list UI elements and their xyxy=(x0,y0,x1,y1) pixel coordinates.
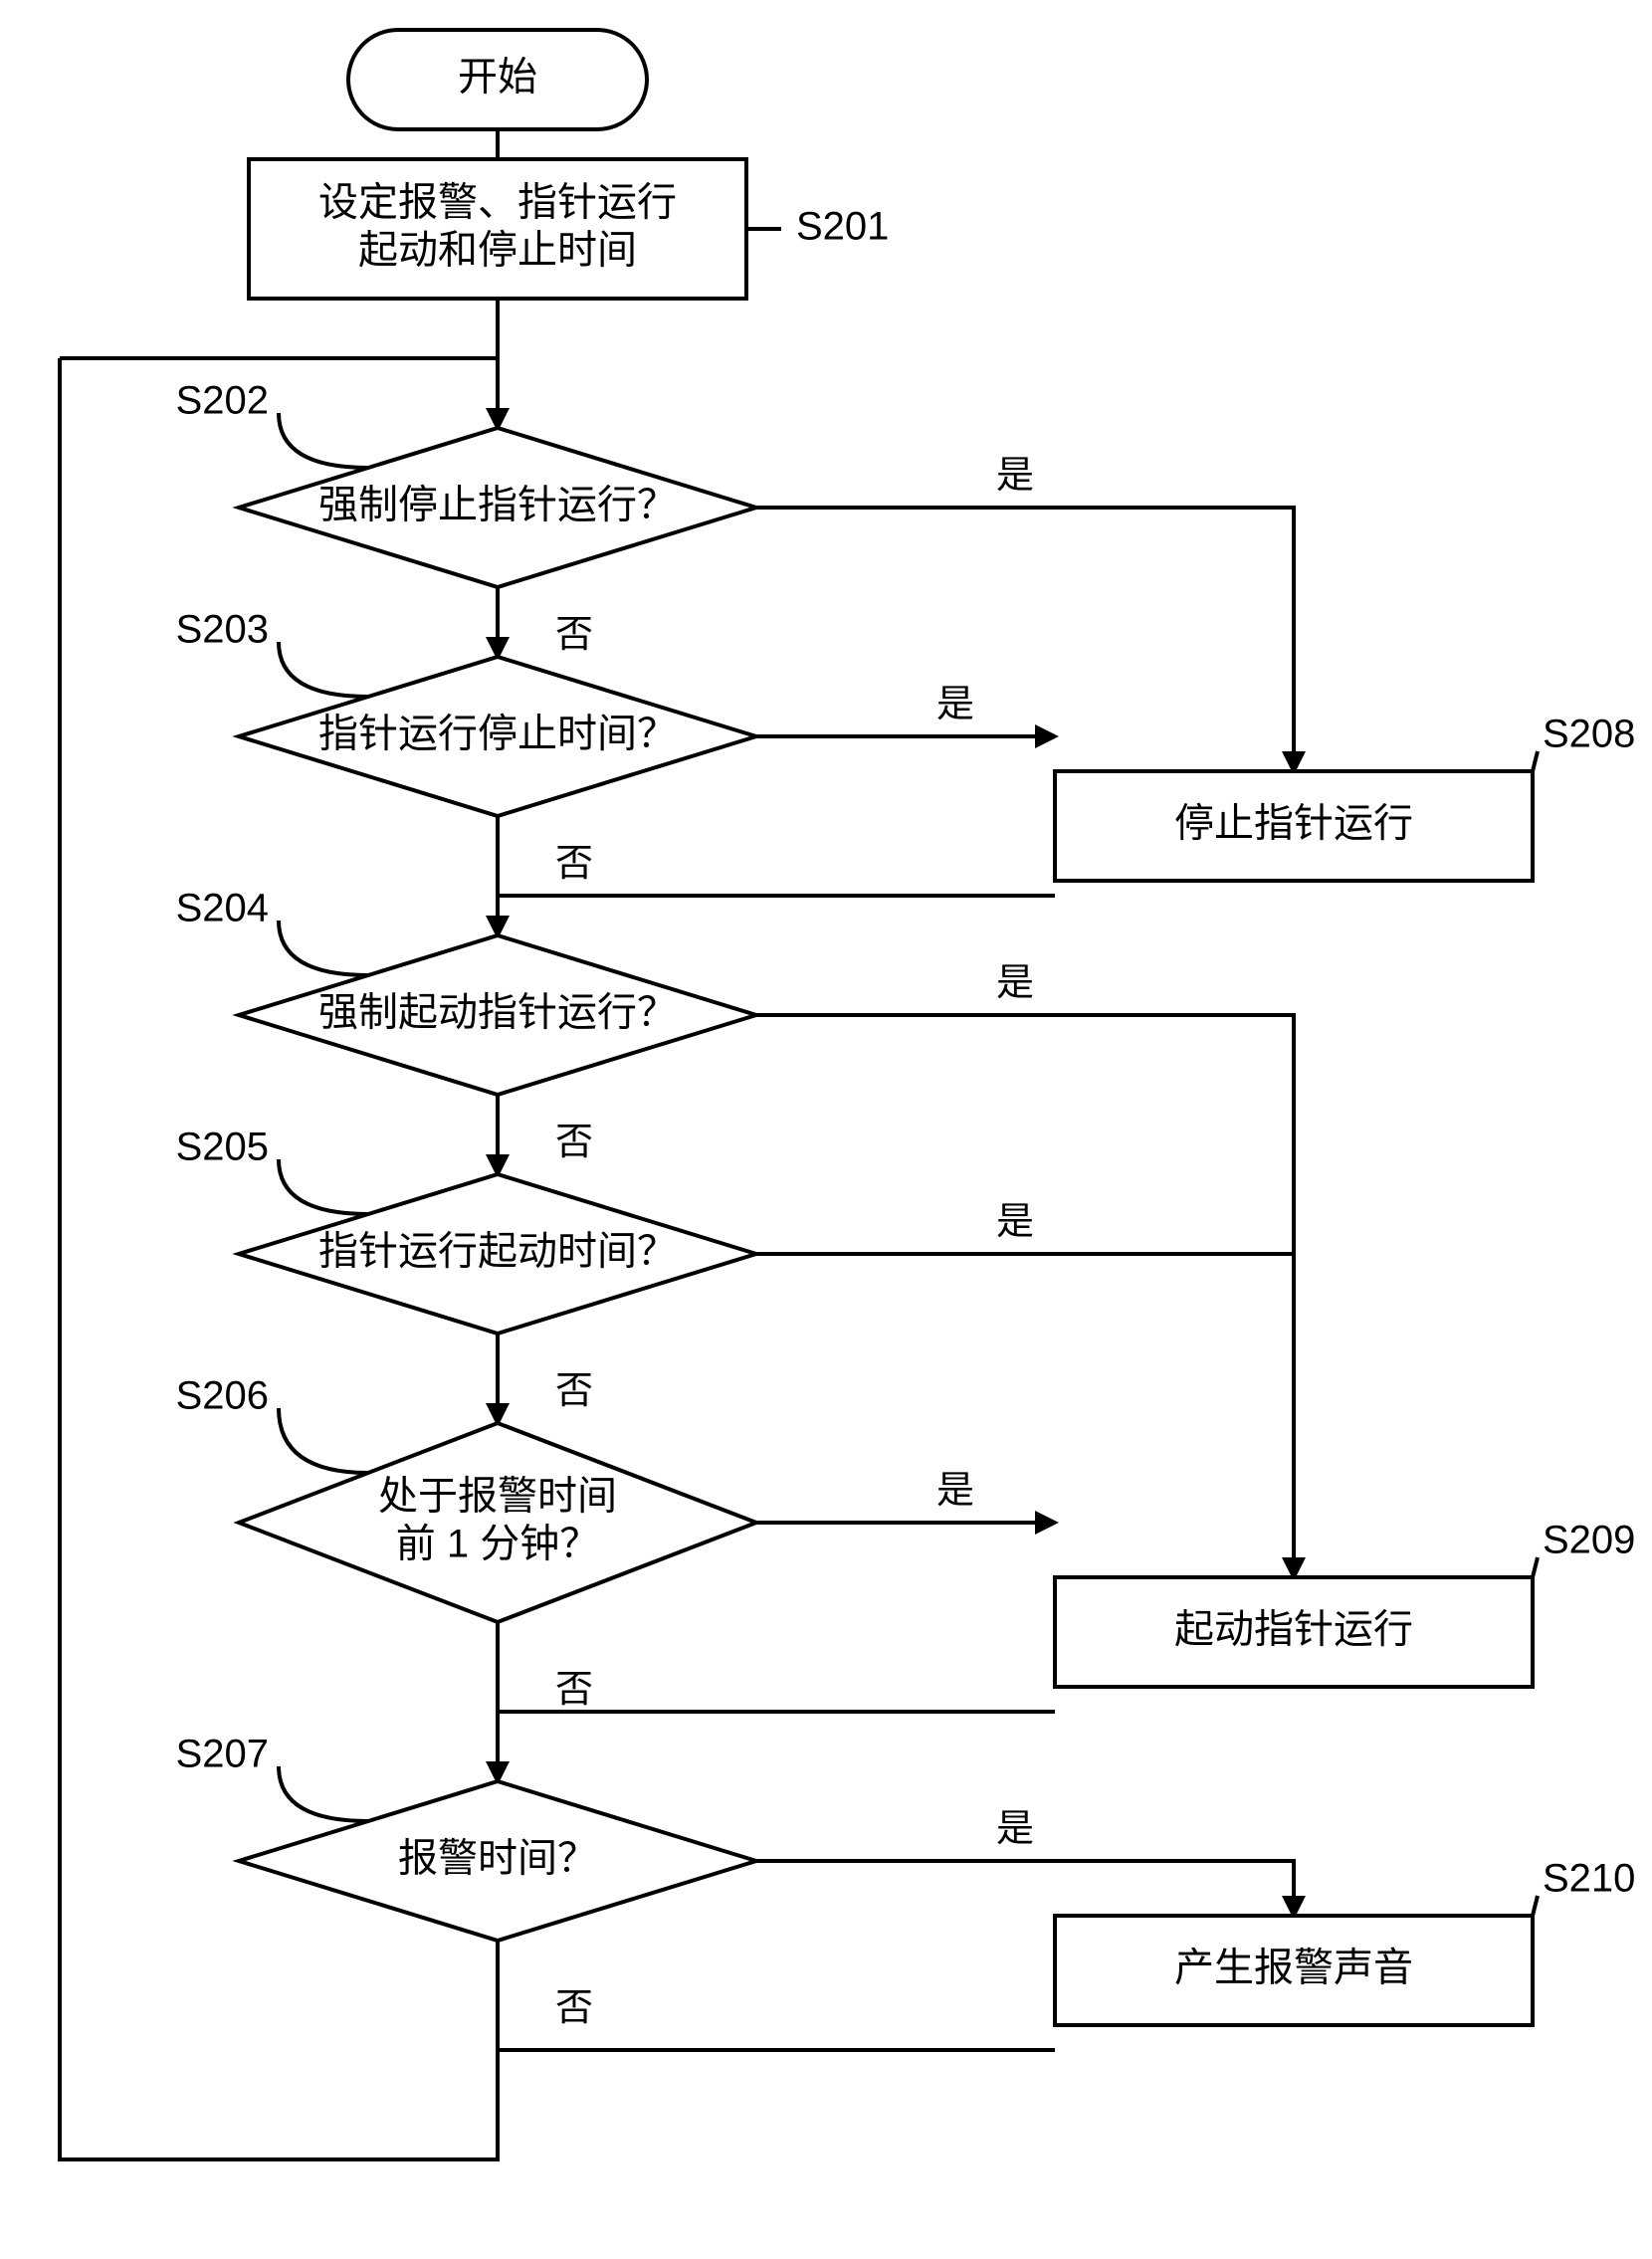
svg-text:S201: S201 xyxy=(796,205,889,249)
node-s210: 产生报警声音 S210 xyxy=(1055,1857,1635,2025)
svg-text:否: 否 xyxy=(555,843,593,885)
svg-text:设定报警、指针运行: 设定报警、指针运行 xyxy=(318,181,677,225)
flowchart-canvas: 否否否否否否是是是是是是开始设定报警、指针运行起动和停止时间S201强制停止指针… xyxy=(0,0,1652,2259)
node-s206: 处于报警时间前 1 分钟？ S206 xyxy=(176,1374,756,1622)
svg-text:S206: S206 xyxy=(176,1374,269,1418)
svg-text:S204: S204 xyxy=(176,887,269,930)
svg-text:否: 否 xyxy=(555,1987,593,2029)
node-s203: 指针运行停止时间？ S203 xyxy=(176,608,756,816)
svg-text:起动和停止时间: 起动和停止时间 xyxy=(358,229,637,273)
svg-text:S205: S205 xyxy=(176,1126,269,1169)
svg-text:是: 是 xyxy=(996,1201,1034,1243)
svg-text:否: 否 xyxy=(555,614,593,656)
svg-text:S208: S208 xyxy=(1543,713,1635,756)
svg-text:报警时间？: 报警时间？ xyxy=(398,1837,597,1881)
node-s204: 强制起动指针运行？ S204 xyxy=(176,887,756,1095)
node-s202: 强制停止指针运行？ S202 xyxy=(176,379,756,587)
svg-text:前 1 分钟？: 前 1 分钟？ xyxy=(396,1523,599,1566)
svg-text:否: 否 xyxy=(555,1370,593,1412)
svg-text:否: 否 xyxy=(555,1122,593,1163)
svg-text:否: 否 xyxy=(555,1669,593,1711)
svg-text:S209: S209 xyxy=(1543,1519,1635,1562)
svg-text:S203: S203 xyxy=(176,608,269,652)
svg-text:S202: S202 xyxy=(176,379,269,423)
svg-text:处于报警时间: 处于报警时间 xyxy=(378,1475,617,1519)
svg-text:指针运行起动时间？: 指针运行起动时间？ xyxy=(318,1230,677,1274)
svg-text:是: 是 xyxy=(936,1470,974,1512)
svg-text:强制起动指针运行？: 强制起动指针运行？ xyxy=(318,991,677,1035)
svg-text:强制停止指针运行？: 强制停止指针运行？ xyxy=(318,484,677,527)
node-s201: 设定报警、指针运行起动和停止时间 S201 xyxy=(249,159,889,299)
svg-text:起动指针运行: 起动指针运行 xyxy=(1174,1608,1413,1652)
node-s208: 停止指针运行 S208 xyxy=(1055,713,1635,881)
node-s209: 起动指针运行 S209 xyxy=(1055,1519,1635,1687)
svg-text:S207: S207 xyxy=(176,1733,269,1776)
svg-text:是: 是 xyxy=(996,962,1034,1004)
node-s207: 报警时间？ S207 xyxy=(176,1733,756,1941)
svg-text:开始: 开始 xyxy=(458,56,537,100)
svg-text:是: 是 xyxy=(996,1808,1034,1850)
svg-text:S210: S210 xyxy=(1543,1857,1635,1901)
svg-text:停止指针运行: 停止指针运行 xyxy=(1174,802,1413,846)
node-start: 开始 xyxy=(348,30,647,129)
svg-text:是: 是 xyxy=(996,455,1034,497)
svg-text:指针运行停止时间？: 指针运行停止时间？ xyxy=(318,713,677,756)
node-s205: 指针运行起动时间？ S205 xyxy=(176,1126,756,1334)
svg-text:产生报警声音: 产生报警声音 xyxy=(1174,1947,1413,1990)
svg-text:是: 是 xyxy=(936,684,974,725)
